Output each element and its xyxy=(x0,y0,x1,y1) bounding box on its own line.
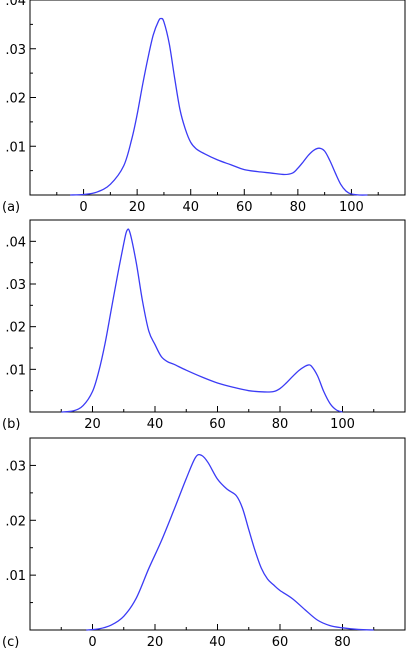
x-tick-label: 0 xyxy=(88,635,96,650)
panel-b: .01 .02 .03 .04 20 40 60 80 100 (b) xyxy=(2,219,406,432)
y-tick-label: .02 xyxy=(5,92,26,107)
series-line xyxy=(70,17,368,196)
panel-label: (a) xyxy=(2,200,20,215)
x-tick-label: 0 xyxy=(79,200,87,215)
x-tick-label: 80 xyxy=(290,200,307,215)
x-tick-label: 40 xyxy=(209,635,226,650)
y-tick-label: .01 xyxy=(5,140,26,155)
x-tick-label: 100 xyxy=(339,200,364,215)
x-tick-label: 60 xyxy=(209,417,226,432)
x-tick-label: 20 xyxy=(147,635,164,650)
panel-c: .01 .02 .03 0 20 40 60 80 (c) xyxy=(2,437,406,650)
y-tick-label: .02 xyxy=(5,514,26,529)
y-tick-label: .01 xyxy=(5,363,26,378)
x-tick-label: 80 xyxy=(272,417,289,432)
plot-frame xyxy=(29,0,406,196)
x-tick-label: 40 xyxy=(182,200,199,215)
y-tick-label: .03 xyxy=(5,43,26,58)
series-line xyxy=(86,453,374,631)
y-tick-label: .03 xyxy=(5,278,26,293)
x-tick-label: 40 xyxy=(147,417,164,432)
series-line xyxy=(61,228,343,413)
panel-label: (c) xyxy=(2,635,19,650)
y-tick-label: .04 xyxy=(5,0,26,9)
panel-label: (b) xyxy=(2,417,20,432)
x-tick-label: 60 xyxy=(236,200,253,215)
x-tick-label: 100 xyxy=(330,417,355,432)
x-tick-label: 20 xyxy=(129,200,146,215)
y-tick-label: .04 xyxy=(5,235,26,250)
y-tick-label: .02 xyxy=(5,321,26,336)
y-tick-label: .01 xyxy=(5,569,26,584)
plot-frame xyxy=(29,437,406,631)
x-tick-label: 80 xyxy=(334,635,351,650)
x-tick-label: 60 xyxy=(272,635,289,650)
panel-a: .01 .02 .03 .04 0 20 40 60 80 100 (a) xyxy=(2,0,406,215)
y-tick-label: .03 xyxy=(5,459,26,474)
x-tick-label: 20 xyxy=(84,417,101,432)
